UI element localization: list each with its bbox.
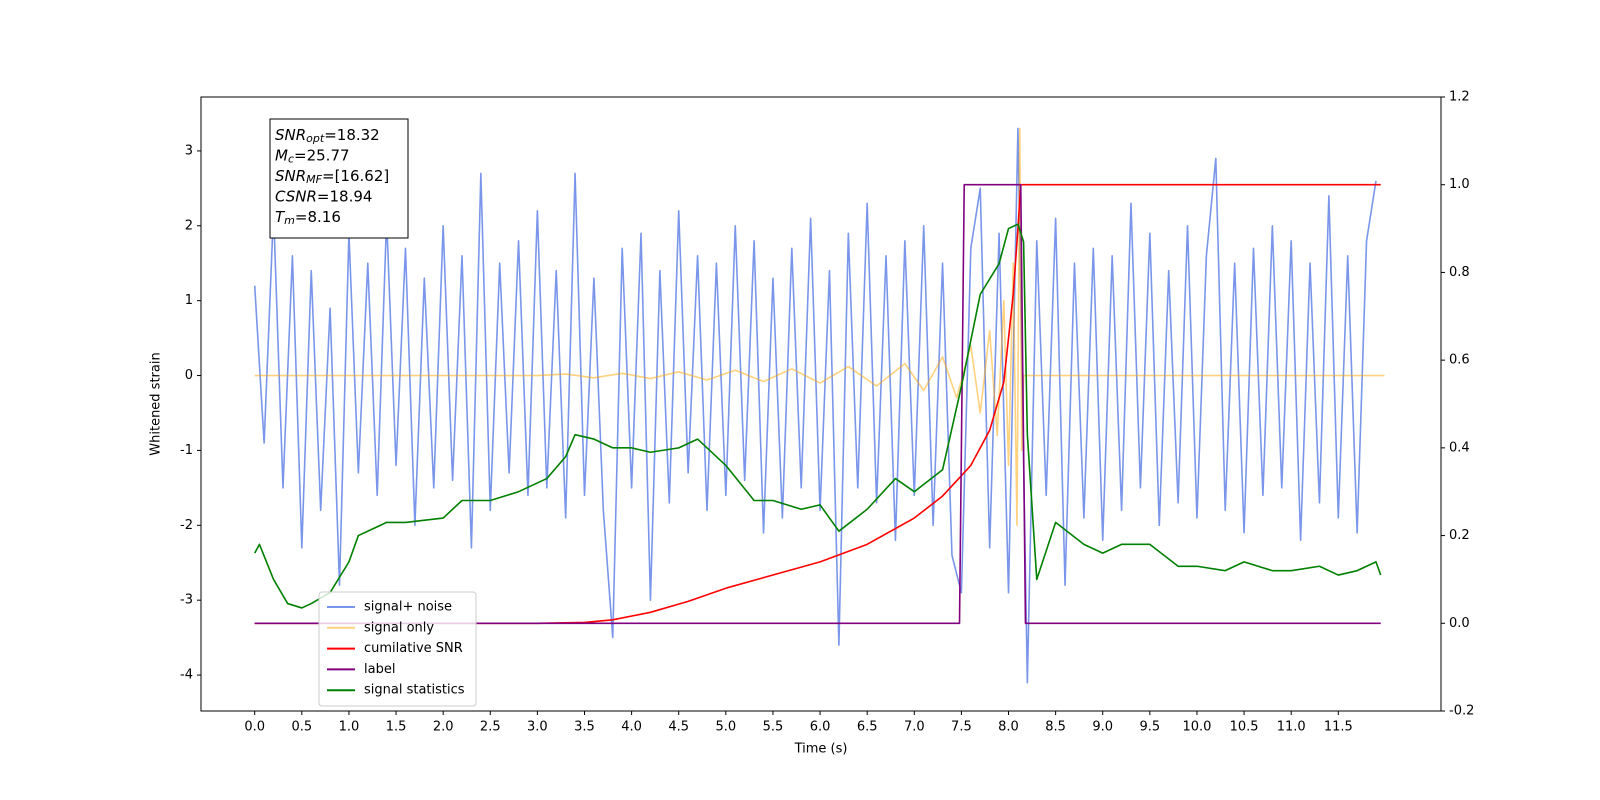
x-tick-label: 9.5 <box>1140 720 1161 735</box>
annotation-symbol: T <box>275 208 286 226</box>
x-tick-label: 3.0 <box>527 720 548 735</box>
y-tick-label: -1 <box>180 443 193 458</box>
legend-label: cumilative SNR <box>364 641 463 656</box>
annotation-box <box>269 118 409 239</box>
y2-tick-label: 0.8 <box>1449 265 1470 280</box>
x-tick-label: 3.5 <box>574 720 595 735</box>
annotation-symbol: M <box>275 146 288 164</box>
x-tick-label: 7.5 <box>951 720 972 735</box>
x-tick-label: 6.5 <box>857 720 878 735</box>
x-tick-label: 10.0 <box>1182 720 1211 735</box>
x-tick-label: 8.5 <box>1045 720 1066 735</box>
annotation-subscript: opt <box>306 132 325 145</box>
annotation-subscript: m <box>284 214 295 227</box>
x-tick-label: 1.0 <box>339 720 360 735</box>
legend-label: label <box>364 662 395 677</box>
legend-label: signal statistics <box>364 683 465 698</box>
series-line <box>254 183 1381 625</box>
annotation: CSNR=18.94 <box>275 187 372 205</box>
y-tick-label: -4 <box>180 668 193 683</box>
annotation-value: =18.94 <box>317 187 373 205</box>
annotation-value: =18.32 <box>324 126 380 144</box>
plot-frame <box>200 96 1442 712</box>
legend-label: signal+ noise <box>364 600 452 615</box>
x-tick-label: 11.5 <box>1324 720 1353 735</box>
x-tick-label: 2.0 <box>433 720 454 735</box>
y-tick-label: 1 <box>185 293 193 308</box>
x-tick-label: 7.0 <box>904 720 925 735</box>
x-tick-label: 0.5 <box>291 720 312 735</box>
annotation-subscript: c <box>288 153 294 166</box>
y-tick-label: 3 <box>185 143 193 158</box>
y2-tick-label: -0.2 <box>1449 704 1474 719</box>
y2-tick-label: 0.6 <box>1449 353 1470 368</box>
annotation-symbol: SNR <box>275 126 306 144</box>
legend-label: signal only <box>364 620 434 635</box>
annotation-value: =25.77 <box>294 146 350 164</box>
series-line <box>253 127 1377 684</box>
y-tick-label: -3 <box>180 593 193 608</box>
annotation: SNRopt=18.32 <box>275 126 380 146</box>
annotation: SNRMF=[16.62] <box>275 167 389 187</box>
annotation-value: =[16.62] <box>322 167 389 185</box>
x-tick-label: 5.5 <box>763 720 784 735</box>
annotation-value: =8.16 <box>295 208 341 226</box>
x-tick-label: 10.5 <box>1230 720 1259 735</box>
y2-tick-label: 1.2 <box>1449 90 1470 105</box>
y2-tick-label: 0.0 <box>1449 616 1470 631</box>
annotation: Tm=8.16 <box>275 208 341 228</box>
y2-tick-label: 0.2 <box>1449 528 1470 543</box>
x-tick-label: 1.5 <box>386 720 407 735</box>
annotation-symbol: CSNR <box>275 187 317 205</box>
y2-tick-label: 1.0 <box>1449 177 1470 192</box>
y-tick-label: 2 <box>185 218 193 233</box>
y2-tick-label: 0.4 <box>1449 440 1470 455</box>
x-tick-label: 6.0 <box>810 720 831 735</box>
y-tick-label: 0 <box>185 368 193 383</box>
x-tick-label: 5.0 <box>715 720 736 735</box>
annotation-symbol: SNR <box>275 167 306 185</box>
x-axis-label: Time (s) <box>794 742 848 757</box>
annotation-subscript: MF <box>306 173 322 186</box>
annotation: Mc=25.77 <box>275 146 350 166</box>
x-tick-label: 2.5 <box>480 720 501 735</box>
x-tick-label: 0.0 <box>244 720 265 735</box>
y-axis-label: Whitened strain <box>149 352 164 455</box>
x-tick-label: 9.0 <box>1092 720 1113 735</box>
series-line <box>254 223 1382 609</box>
x-tick-label: 8.0 <box>998 720 1019 735</box>
x-tick-label: 4.5 <box>668 720 689 735</box>
x-tick-label: 11.0 <box>1277 720 1306 735</box>
x-tick-label: 4.0 <box>621 720 642 735</box>
y-tick-label: -2 <box>180 518 193 533</box>
series-line <box>254 127 1385 527</box>
legend-box <box>318 591 477 707</box>
series-line <box>254 183 1381 625</box>
